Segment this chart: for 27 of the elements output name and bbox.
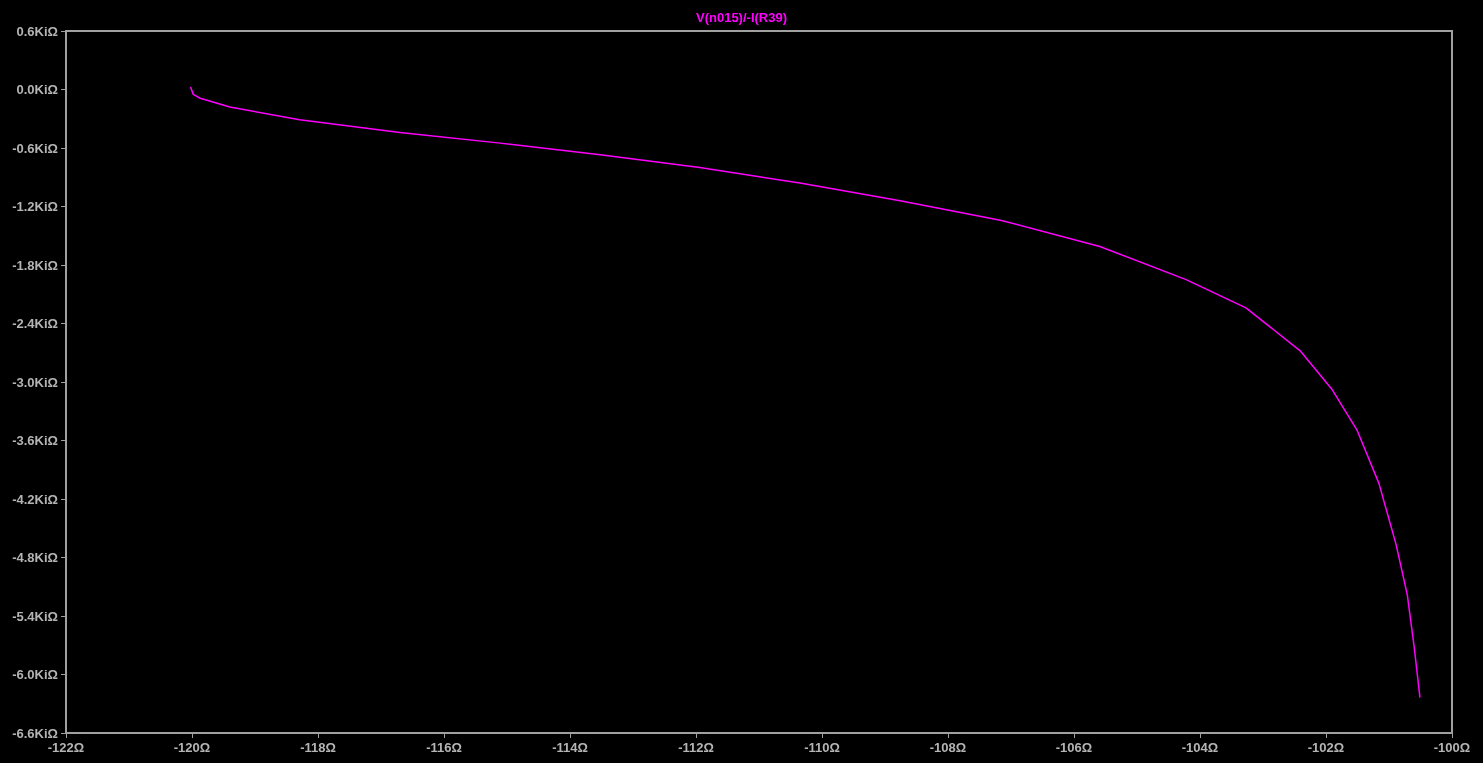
y-tick-label: 0.6KiΩ: [16, 23, 58, 39]
y-tick-label: -6.0KiΩ: [12, 667, 58, 682]
x-tick-label: -120Ω: [173, 740, 211, 755]
x-tick-label: -108Ω: [929, 740, 967, 755]
x-tick-label: -114Ω: [552, 740, 588, 755]
y-tick-label: -1.8KiΩ: [12, 257, 58, 273]
y-tick-label: -0.6KiΩ: [12, 140, 58, 156]
y-tick-label: -1.2KiΩ: [12, 199, 58, 214]
x-tick-label: -122Ω: [47, 740, 85, 755]
chart-title: V(n015)/-I(R39): [695, 10, 788, 25]
y-tick-label: -4.2KiΩ: [12, 491, 58, 507]
x-tick-label: -116Ω: [426, 740, 462, 755]
y-tick-label: 0.0KiΩ: [16, 82, 58, 97]
x-tick-label: -112Ω: [678, 740, 714, 755]
y-tick-label: -6.6KiΩ: [12, 725, 58, 741]
line-series: [189, 86, 1421, 698]
y-tick-label: -3.0KiΩ: [12, 374, 58, 390]
y-tick-label: -5.4KiΩ: [12, 608, 58, 624]
x-tick-label: -118Ω: [300, 740, 336, 755]
x-tick-label: -104Ω: [1181, 740, 1219, 755]
x-tick-label: -110Ω: [804, 740, 840, 755]
x-tick-label: -102Ω: [1307, 740, 1345, 755]
x-tick-label: -100Ω: [1433, 740, 1471, 755]
y-tick-label: -4.8KiΩ: [12, 550, 58, 565]
x-tick-label: -106Ω: [1055, 740, 1093, 755]
y-tick-label: -3.6KiΩ: [12, 433, 58, 448]
y-tick-label: -2.4KiΩ: [12, 316, 58, 331]
